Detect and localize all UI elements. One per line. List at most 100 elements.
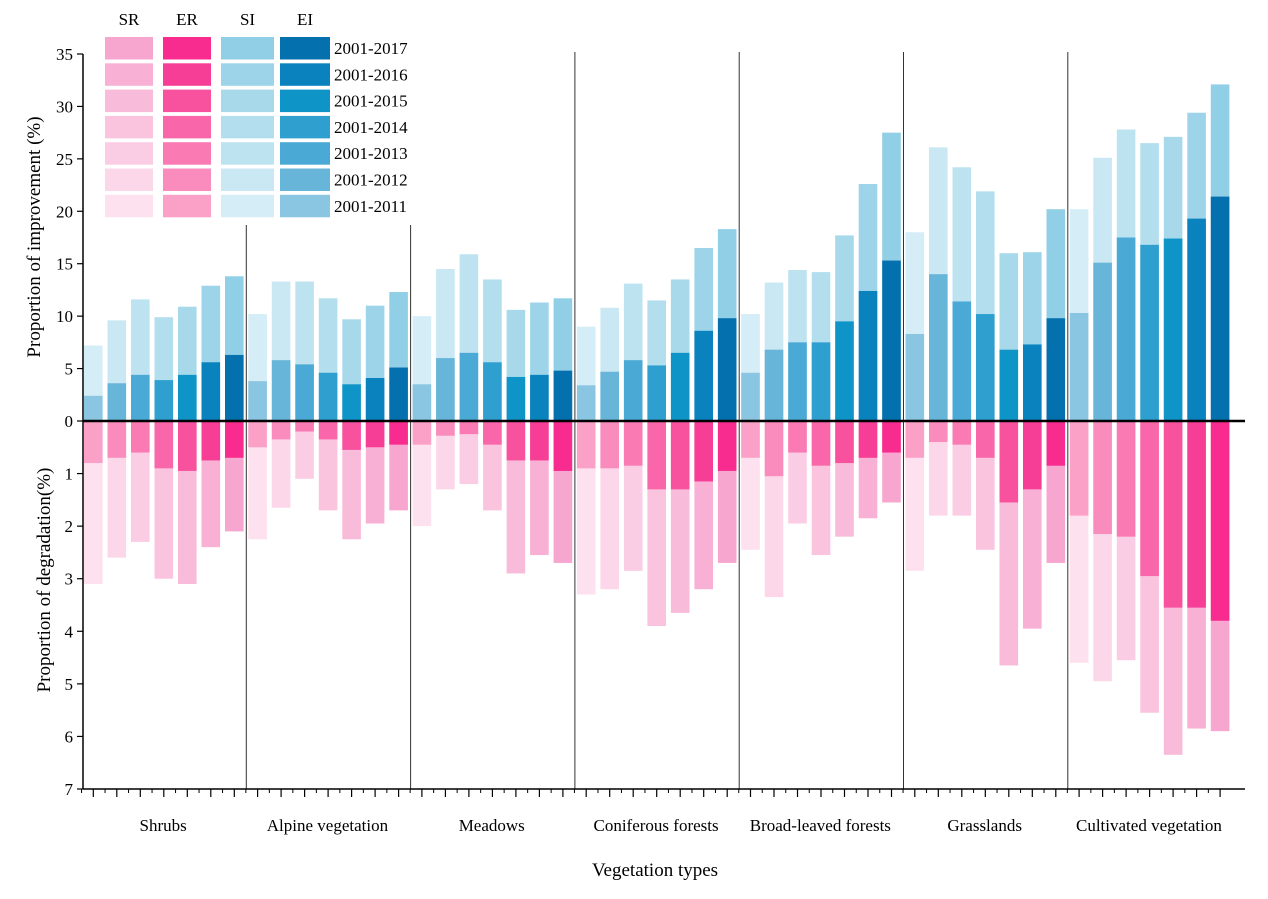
bar-er: Meadows 2001-2016 ER [530,421,549,461]
legend-swatch [280,63,330,86]
bars-layer: Shrubs 2001-2011 SIShrubs 2001-2011 EISh… [84,84,1230,755]
legend-swatch [280,115,330,139]
y-tick-label: 5 [65,360,74,379]
legend-swatch [105,115,153,139]
bar-er: Coniferous forests 2001-2015 ER [670,421,690,490]
bar-ei: Shrubs 2001-2017 EI [225,354,244,421]
bar-ei: Coniferous forests 2001-2016 EI [694,330,713,421]
bar-ei: Broad-leaved forests 2001-2012 EI [764,349,784,421]
bar-ei: Meadows 2001-2011 EI [412,384,432,421]
bar-er: Alpine vegetation 2001-2015 ER [342,421,361,450]
legend-swatch [105,194,153,218]
y-tick-label: 20 [56,202,73,221]
y-tick-label: 1 [65,465,74,484]
bar-ei: Broad-leaved forests 2001-2014 EI [811,342,831,421]
bar-er: Coniferous forests 2001-2016 ER [694,421,713,482]
bar-er: Alpine vegetation 2001-2014 ER [318,421,338,440]
bar-ei: Alpine vegetation 2001-2017 EI [389,367,408,421]
bar-sr: Meadows 2001-2012 SR [436,421,455,490]
bar-er: Cultivated vegetation 2001-2015 ER [1163,421,1183,608]
legend-swatch [163,115,211,139]
bar-ei: Meadows 2001-2016 EI [530,374,549,421]
bar-er: Meadows 2001-2015 ER [506,421,526,461]
bar-er: Coniferous forests 2001-2013 ER [623,421,643,466]
bar-sr: Grasslands 2001-2012 SR [929,421,948,516]
bar-ei: Meadows 2001-2014 EI [483,362,502,421]
bar-ei: Cultivated vegetation 2001-2017 EI [1210,196,1230,421]
bar-ei: Cultivated vegetation 2001-2016 EI [1187,218,1206,421]
y-axis-title-degradation: Proportion of degradation(%) [34,468,55,693]
legend-swatch [163,194,211,218]
y-tick-label: 0 [65,412,74,431]
bar-ei: Grasslands 2001-2017 EI [1046,318,1066,421]
y-tick-label: 35 [56,45,73,64]
bar-er: Meadows 2001-2013 ER [459,421,479,435]
legend-period-label: 2001-2017 [334,39,408,58]
bar-er: Cultivated vegetation 2001-2012 ER [1093,421,1112,535]
legend-swatch [221,63,274,86]
category-label: Grasslands [947,816,1022,835]
bar-ei: Alpine vegetation 2001-2016 EI [365,378,385,421]
bar-er: Coniferous forests 2001-2011 ER [576,421,596,469]
bar-er: Meadows 2001-2014 ER [483,421,502,445]
legend-swatch [221,115,274,139]
legend-header: EI [297,10,313,29]
y-tick-label: 3 [65,570,74,589]
bar-ei: Shrubs 2001-2011 EI [84,395,103,421]
bar-sr: Meadows 2001-2011 SR [412,421,432,527]
bar-ei: Grasslands 2001-2014 EI [976,314,995,421]
bar-ei: Grasslands 2001-2016 EI [1023,344,1042,421]
bar-sr: Alpine vegetation 2001-2015 SR [342,421,361,540]
legend-period-label: 2001-2015 [334,92,408,111]
bar-er: Grasslands 2001-2017 ER [1046,421,1066,466]
bar-er: Shrubs 2001-2013 ER [131,421,150,453]
bar-ei: Shrubs 2001-2014 EI [154,380,174,421]
bar-er: Cultivated vegetation 2001-2013 ER [1116,421,1136,537]
legend-swatch [163,168,211,191]
category-label: Broad-leaved forests [750,816,891,835]
bar-ei: Coniferous forests 2001-2013 EI [623,360,643,421]
bar-ei: Meadows 2001-2012 EI [436,358,455,421]
bar-er: Coniferous forests 2001-2012 ER [600,421,619,469]
bar-er: Broad-leaved forests 2001-2016 ER [858,421,878,458]
legend-period-label: 2001-2016 [334,65,408,84]
bar-ei: Shrubs 2001-2013 EI [131,374,150,421]
x-axis-title: Vegetation types [592,860,718,881]
bar-ei: Meadows 2001-2015 EI [506,376,526,421]
bar-er: Grasslands 2001-2014 ER [976,421,995,458]
bar-ei: Grasslands 2001-2011 EI [905,333,925,421]
bar-er: Meadows 2001-2011 ER [412,421,432,445]
bar-er: Cultivated vegetation 2001-2011 ER [1069,421,1089,516]
bar-er: Grasslands 2001-2016 ER [1023,421,1042,490]
bar-ei: Coniferous forests 2001-2012 EI [600,371,619,421]
bar-er: Meadows 2001-2017 ER [553,421,573,471]
y-tick-label: 4 [65,622,74,641]
bar-er: Broad-leaved forests 2001-2011 ER [741,421,760,458]
bar-sr: Alpine vegetation 2001-2011 SR [248,421,267,540]
bar-er: Grasslands 2001-2012 ER [929,421,948,443]
bar-er: Grasslands 2001-2011 ER [905,421,925,458]
bar-ei: Meadows 2001-2013 EI [459,352,479,421]
bar-ei: Cultivated vegetation 2001-2011 EI [1069,312,1089,421]
bar-er: Shrubs 2001-2011 ER [84,421,103,464]
bar-ei: Broad-leaved forests 2001-2011 EI [741,372,760,421]
legend-swatch [221,89,274,113]
bar-ei: Coniferous forests 2001-2017 EI [717,318,737,421]
bar-er: Cultivated vegetation 2001-2016 ER [1187,421,1206,608]
legend-swatch [280,89,330,113]
bar-sr: Alpine vegetation 2001-2014 SR [318,421,338,511]
axes: 0 5 10 15 20 25 30 35 1 2 3 4 5 6 7 Shrubs Alpine vegeta… [56,45,1245,835]
y-tick-label: 2 [65,517,74,536]
bar-ei: Cultivated vegetation 2001-2012 EI [1093,262,1112,421]
bar-er: Coniferous forests 2001-2017 ER [717,421,737,471]
bar-ei: Alpine vegetation 2001-2013 EI [295,364,314,421]
bar-ei: Broad-leaved forests 2001-2013 EI [788,342,807,421]
bar-er: Cultivated vegetation 2001-2014 ER [1140,421,1159,577]
category-label: Meadows [459,816,525,835]
legend-swatch [280,194,330,218]
bar-er: Alpine vegetation 2001-2016 ER [365,421,385,448]
legend-header: SI [240,10,255,29]
legend-period-label: 2001-2014 [334,118,408,137]
legend-period-label: 2001-2013 [334,144,408,163]
bar-sr: Alpine vegetation 2001-2013 SR [295,421,314,479]
